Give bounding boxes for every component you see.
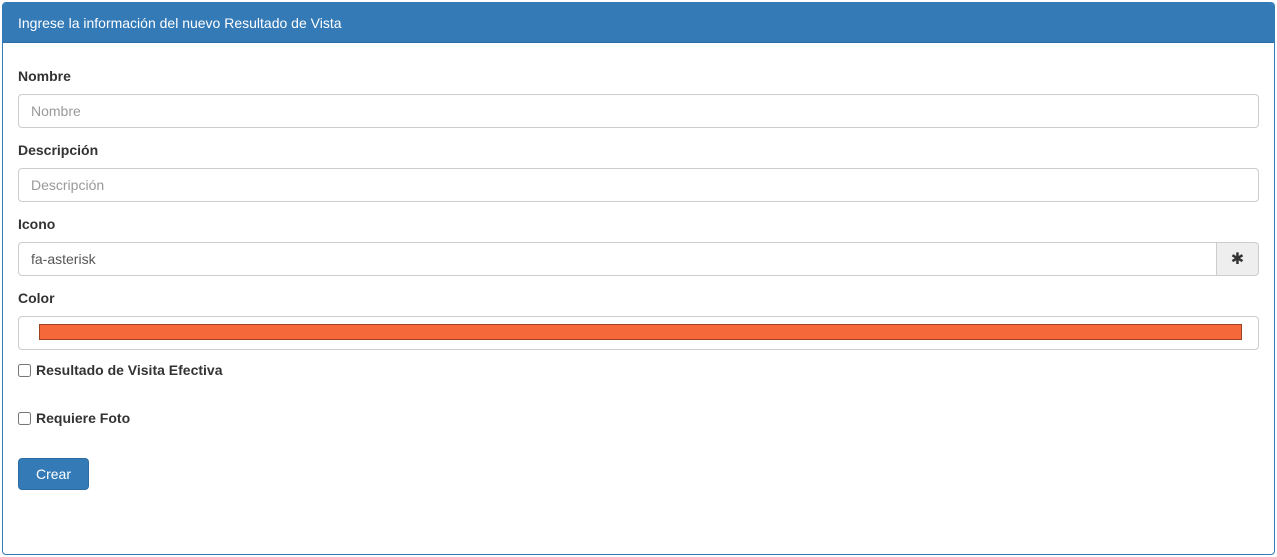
requiere-foto-label: Requiere Foto xyxy=(36,410,131,426)
requiere-foto-checkbox[interactable] xyxy=(18,411,31,425)
checkbox-row-requiere-foto: Requiere Foto xyxy=(18,410,1259,426)
panel-header: Ingrese la información del nuevo Resulta… xyxy=(3,3,1274,43)
descripcion-label: Descripción xyxy=(18,142,99,158)
color-form-group: Color xyxy=(18,288,1259,350)
visita-efectiva-checkbox[interactable] xyxy=(18,363,31,377)
visita-efectiva-label: Resultado de Visita Efectiva xyxy=(36,362,223,378)
nombre-label: Nombre xyxy=(18,68,71,84)
nombre-input[interactable] xyxy=(18,94,1259,128)
panel-title: Ingrese la información del nuevo Resulta… xyxy=(18,15,342,31)
descripcion-form-group: Descripción xyxy=(18,140,1259,202)
icono-input-group: ✱ xyxy=(18,242,1259,276)
icono-label: Icono xyxy=(18,216,56,232)
color-swatch xyxy=(39,324,1242,340)
crear-button[interactable]: Crear xyxy=(18,458,90,490)
descripcion-input[interactable] xyxy=(18,168,1259,202)
asterisk-icon: ✱ xyxy=(1230,251,1245,268)
checkbox-row-visita-efectiva: Resultado de Visita Efectiva xyxy=(18,362,1259,378)
icon-preview-addon: ✱ xyxy=(1217,242,1259,276)
color-label: Color xyxy=(18,290,55,306)
panel-body: Nombre Descripción Icono ✱ Color xyxy=(3,43,1274,505)
icono-form-group: Icono ✱ xyxy=(18,214,1259,276)
icono-input[interactable] xyxy=(18,242,1217,276)
nombre-form-group: Nombre xyxy=(18,66,1259,128)
color-input[interactable] xyxy=(18,316,1259,350)
